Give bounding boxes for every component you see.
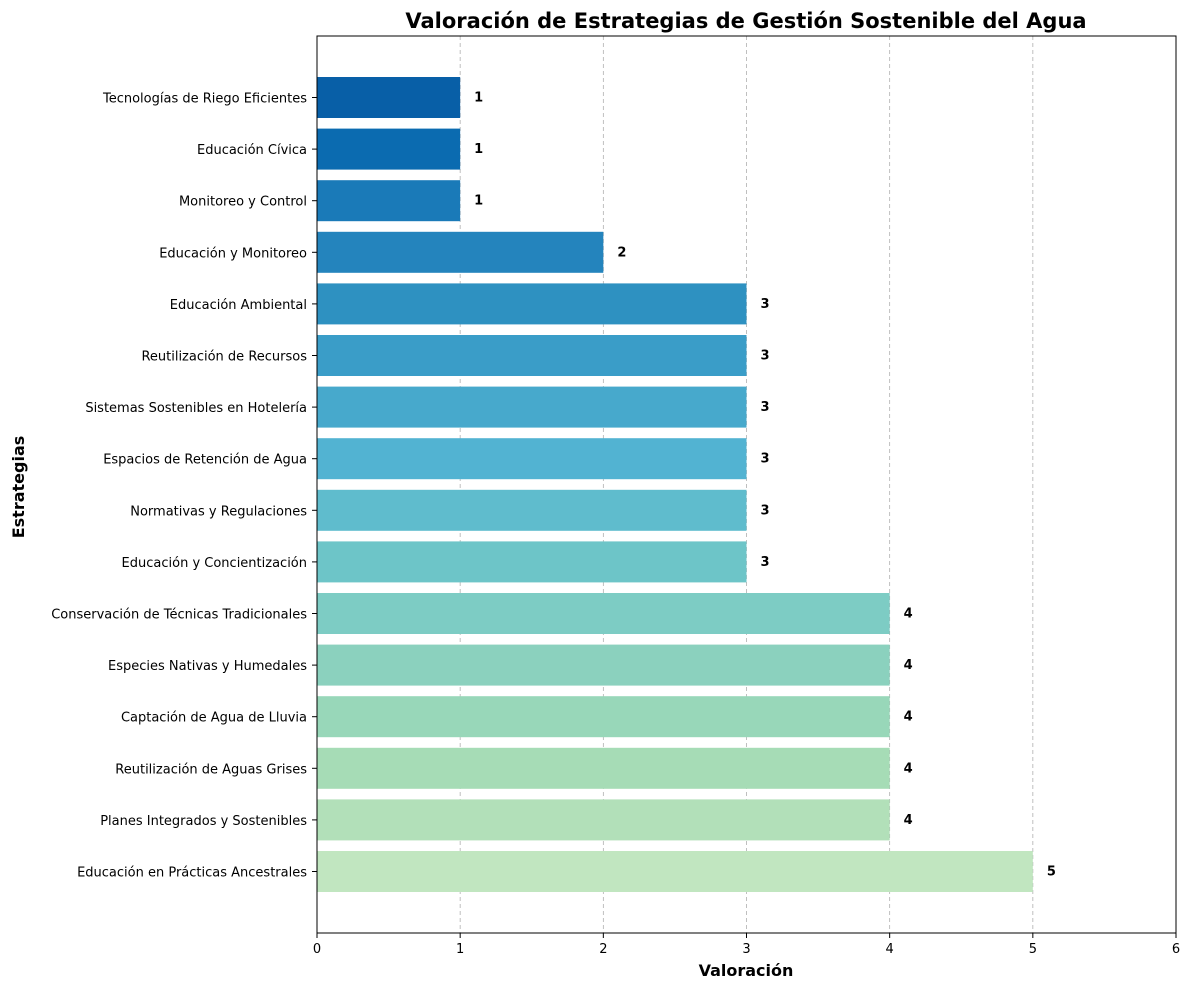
y-tick-label: Reutilización de Recursos — [141, 350, 307, 365]
y-tick-label: Conservación de Técnicas Tradicionales — [51, 608, 307, 623]
x-tick-label: 5 — [1029, 942, 1037, 957]
bar-value-label: 3 — [761, 503, 770, 518]
grid-lines — [316, 36, 1177, 933]
bar-value-label: 4 — [904, 761, 913, 776]
bar-value-label: 1 — [474, 91, 483, 106]
y-tick-label: Reutilización de Aguas Grises — [115, 762, 307, 777]
chart-title: Valoración de Estrategias de Gestión Sos… — [405, 9, 1086, 33]
bar-value-label: 1 — [474, 194, 483, 209]
y-tick-label: Espacios de Retención de Agua — [103, 453, 307, 468]
bar-value-label: 4 — [904, 658, 913, 673]
bar — [317, 696, 890, 738]
y-tick-label: Tecnologías de Riego Eficientes — [102, 92, 307, 107]
bar — [317, 180, 461, 222]
x-tick-label: 2 — [599, 942, 607, 957]
bar — [317, 799, 890, 841]
bar — [317, 747, 890, 789]
bar-value-label: 3 — [761, 555, 770, 570]
bar — [317, 644, 890, 686]
y-tick-label: Educación Ambiental — [170, 298, 307, 313]
bar-value-label: 3 — [761, 349, 770, 364]
bar — [317, 283, 747, 325]
x-tick-label: 1 — [456, 942, 464, 957]
axes — [312, 35, 1177, 938]
plot-frame — [316, 35, 1177, 934]
y-tick-label: Normativas y Regulaciones — [130, 504, 307, 519]
bars — [317, 77, 1033, 892]
bar-value-label: 3 — [761, 297, 770, 312]
bar-value-label: 4 — [904, 710, 913, 725]
bar — [317, 593, 890, 634]
tick-labels: Tecnologías de Riego Eficientes Educación… — [51, 92, 1180, 958]
y-tick-label: Monitoreo y Control — [179, 195, 307, 210]
bar — [317, 851, 1033, 892]
bar — [317, 541, 747, 583]
bar-value-label: 1 — [474, 142, 483, 157]
y-axis-label: Estrategias — [9, 436, 28, 539]
data-labels: 1 1 1 2 3 3 3 3 3 3 4 4 4 4 4 5 — [474, 91, 1056, 880]
bar — [317, 231, 604, 273]
x-tick-label: 3 — [742, 942, 750, 957]
y-tick-label: Planes Integrados y Sostenibles — [100, 814, 307, 829]
y-tick-label: Captación de Agua de Lluvia — [121, 711, 307, 726]
x-axis-label: Valoración — [699, 961, 794, 980]
bar — [317, 128, 461, 170]
x-tick-label: 0 — [313, 942, 321, 957]
x-tick-label: 4 — [886, 942, 894, 957]
bar-value-label: 4 — [904, 607, 913, 622]
bar-value-label: 3 — [761, 400, 770, 415]
bar — [317, 386, 747, 428]
y-tick-label: Sistemas Sostenibles en Hotelería — [85, 401, 307, 416]
bar — [317, 335, 747, 376]
y-tick-label: Educación Cívica — [197, 143, 307, 158]
y-tick-label: Especies Nativas y Humedales — [108, 659, 307, 674]
bar — [317, 438, 747, 480]
x-tick-label: 6 — [1172, 942, 1180, 957]
y-tick-label: Educación y Monitoreo — [159, 246, 307, 261]
y-tick-label: Educación en Prácticas Ancestrales — [77, 866, 307, 881]
bar-value-label: 5 — [1047, 865, 1056, 880]
y-tick-label: Educación y Concientización — [122, 556, 307, 571]
bar — [317, 489, 747, 531]
bar-value-label: 2 — [617, 245, 626, 260]
bar-value-label: 4 — [904, 813, 913, 828]
bar-value-label: 3 — [761, 452, 770, 467]
bar — [317, 77, 461, 118]
